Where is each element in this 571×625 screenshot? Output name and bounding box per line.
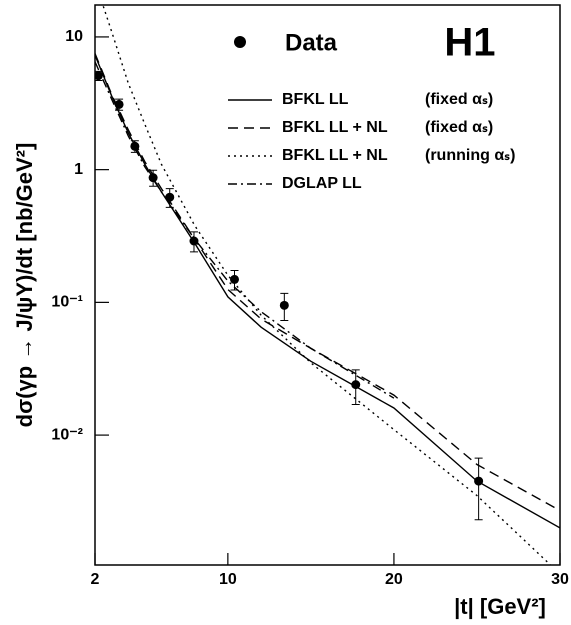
legend-label: BFKL LL + NL	[282, 119, 388, 136]
y-tick-label: 10⁻¹	[51, 294, 83, 311]
data-point	[279, 300, 289, 310]
legend-label: BFKL LL	[282, 91, 349, 108]
data-point	[165, 192, 175, 202]
legend-label: BFKL LL + NL	[282, 147, 388, 164]
data-point	[148, 173, 158, 183]
x-tick-label: 2	[91, 571, 100, 588]
plot-frame	[94, 4, 561, 566]
data-point	[351, 380, 361, 390]
x-tick-label: 20	[385, 571, 403, 588]
data-point	[474, 476, 484, 486]
x-axis-label: |t| [GeV²]	[454, 594, 546, 619]
legend-label: DGLAP LL	[282, 175, 362, 192]
y-tick-label: 10⁻²	[51, 426, 83, 443]
legend-note: (fixed αₛ)	[425, 91, 493, 108]
y-tick-label: 1	[74, 161, 83, 178]
data-point	[95, 71, 103, 81]
model-curve	[95, 54, 560, 529]
y-axis-label: dσ(γp → J/ψY)/dt [nb/GeV²]	[12, 143, 37, 428]
data-point	[230, 274, 239, 284]
y-tick-label: 10	[65, 28, 83, 45]
legend-marker	[234, 36, 246, 48]
x-tick-label: 10	[219, 571, 237, 588]
data-point	[189, 236, 199, 246]
legend-label: Data	[285, 29, 338, 56]
h1-annotation: H1	[444, 21, 495, 65]
data-point	[114, 99, 124, 109]
model-curve	[95, 53, 560, 512]
error-bar	[474, 457, 483, 521]
legend-note: (fixed αₛ)	[425, 119, 493, 136]
data-point	[130, 141, 140, 151]
plot-area	[95, 6, 560, 565]
model-curve	[95, 61, 395, 399]
legend-note: (running αₛ)	[425, 147, 515, 164]
x-tick-label: 30	[551, 571, 569, 588]
